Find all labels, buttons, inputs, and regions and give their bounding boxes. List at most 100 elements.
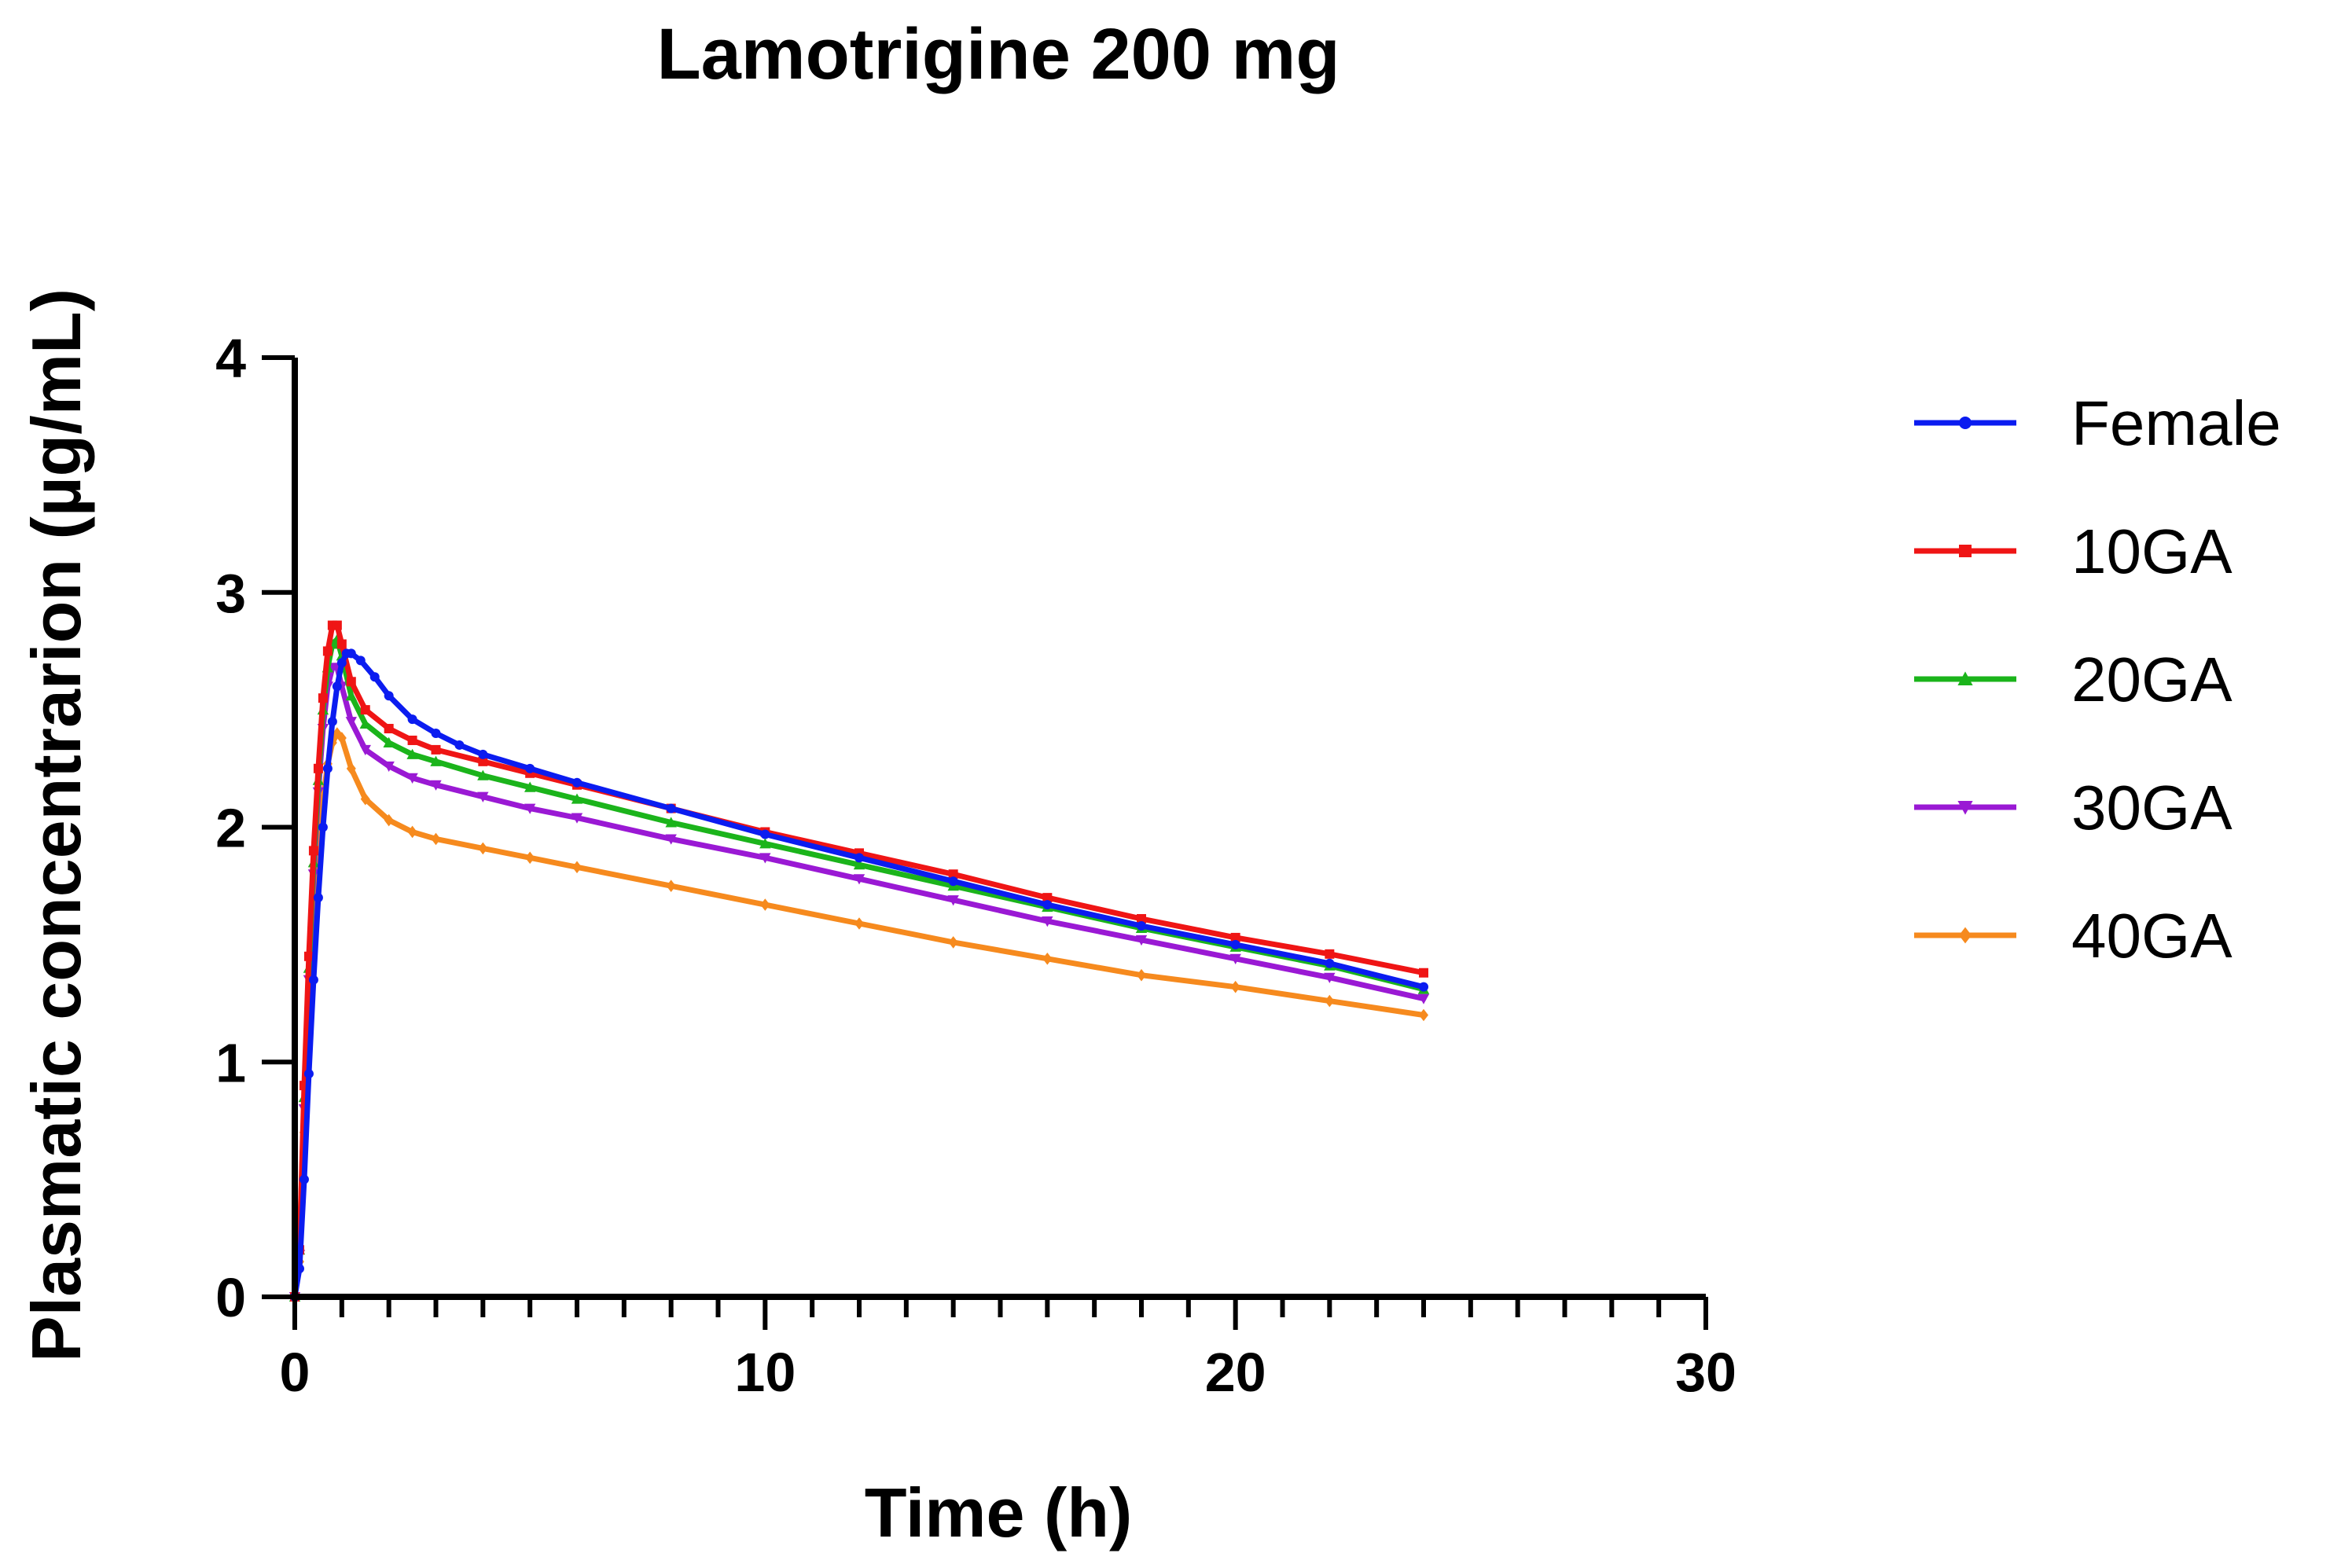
legend-label: 10GA xyxy=(2071,516,2233,586)
data-point-female xyxy=(1042,900,1053,910)
data-point-30ga xyxy=(1042,916,1053,927)
data-point-10ga xyxy=(346,677,356,687)
data-point-30ga xyxy=(665,834,677,845)
data-point-40ga xyxy=(854,917,864,930)
data-point-30ga xyxy=(406,773,418,784)
x-axis-title: Time (h) xyxy=(865,1474,1133,1551)
data-point-40ga xyxy=(1042,953,1053,965)
data-point-10ga xyxy=(431,744,441,755)
data-point-female xyxy=(384,691,394,701)
legend-marker xyxy=(1957,671,1973,685)
data-point-40ga xyxy=(1137,968,1146,982)
data-point-40ga xyxy=(431,832,441,846)
data-point-10ga xyxy=(1325,949,1335,959)
data-point-10ga xyxy=(336,639,347,649)
data-point-female xyxy=(525,763,535,773)
data-point-40ga xyxy=(384,813,394,827)
data-point-female xyxy=(454,740,465,750)
series-line-female xyxy=(292,650,1427,1300)
legend-item-40ga: 40GA xyxy=(1914,901,2233,971)
data-point-female xyxy=(318,822,328,832)
data-point-20ga xyxy=(383,736,395,747)
series-line-40ga xyxy=(292,730,1427,1300)
data-point-female xyxy=(854,853,864,863)
data-point-10ga xyxy=(478,756,488,766)
data-point-40ga xyxy=(948,936,958,949)
data-point-female xyxy=(478,749,488,759)
data-point-40ga xyxy=(572,861,582,874)
x-tick-label: 20 xyxy=(1205,1342,1266,1403)
data-point-20ga xyxy=(406,748,418,759)
data-point-20ga xyxy=(665,817,677,828)
data-point-30ga xyxy=(1417,993,1430,1004)
data-point-female xyxy=(327,717,337,727)
series-line-10ga xyxy=(292,622,1427,1300)
y-axis-ticks: 0 1 2 3 4 xyxy=(215,328,295,1328)
series-30ga xyxy=(288,663,1430,1303)
legend-marker xyxy=(1957,801,1973,815)
data-point-40ga xyxy=(336,732,347,744)
data-point-40ga xyxy=(525,851,535,865)
data-point-female xyxy=(299,1174,309,1184)
data-point-40ga xyxy=(1325,994,1335,1008)
y-tick-label: 4 xyxy=(215,328,246,389)
y-axis-title: Plasmatic concentrarion (µg/mL) xyxy=(17,288,95,1362)
data-point-10ga xyxy=(1230,932,1240,942)
data-point-30ga xyxy=(477,791,489,802)
data-point-female xyxy=(332,681,342,692)
data-point-10ga xyxy=(384,724,394,734)
data-point-10ga xyxy=(303,951,314,961)
y-tick-label: 3 xyxy=(215,563,246,624)
data-point-30ga xyxy=(1135,935,1148,946)
data-point-40ga xyxy=(666,879,676,892)
data-point-30ga xyxy=(359,744,371,756)
legend-marker xyxy=(1959,417,1972,429)
data-point-female xyxy=(407,714,417,725)
data-point-10ga xyxy=(360,705,370,715)
data-point-10ga xyxy=(318,693,328,703)
series-20ga xyxy=(288,633,1430,1302)
data-point-female xyxy=(948,876,958,887)
x-axis-ticks: 0 10 20 30 xyxy=(280,1297,1736,1403)
axes: 0 10 20 30 0 1 2 3 4 xyxy=(215,328,1736,1403)
data-point-female xyxy=(336,658,347,668)
series-line-20ga xyxy=(292,637,1427,1300)
data-point-female xyxy=(303,1069,314,1079)
x-tick-label: 30 xyxy=(1675,1342,1736,1403)
legend-label: 30GA xyxy=(2071,773,2233,843)
data-point-female xyxy=(308,975,318,985)
data-point-30ga xyxy=(759,853,771,864)
data-point-female xyxy=(760,829,770,839)
y-tick-label: 2 xyxy=(215,798,246,859)
data-point-30ga xyxy=(383,761,395,773)
data-point-30ga xyxy=(947,895,959,906)
legend: Female 10GA 20GA 30GA 40GA xyxy=(1914,388,2281,971)
legend-item-female: Female xyxy=(1914,388,2281,458)
data-point-20ga xyxy=(345,690,357,701)
series-40ga xyxy=(290,727,1428,1303)
data-point-40ga xyxy=(360,792,370,806)
legend-item-30ga: 30GA xyxy=(1914,773,2233,843)
data-point-30ga xyxy=(524,803,536,814)
data-point-10ga xyxy=(1419,968,1428,978)
data-point-40ga xyxy=(760,898,770,911)
data-point-40ga xyxy=(1230,980,1240,993)
data-point-female xyxy=(1137,920,1146,931)
data-point-female xyxy=(1325,958,1335,968)
data-point-female xyxy=(1419,982,1428,992)
data-point-40ga xyxy=(407,825,417,839)
data-point-20ga xyxy=(430,755,442,766)
data-point-10ga xyxy=(313,763,323,773)
data-point-female xyxy=(666,803,676,813)
data-point-40ga xyxy=(1419,1008,1428,1022)
data-point-10ga xyxy=(322,646,333,656)
series-female xyxy=(290,648,1428,1302)
data-point-10ga xyxy=(1137,914,1146,924)
series-line-30ga xyxy=(292,664,1427,1300)
data-point-female xyxy=(572,777,582,788)
data-point-female xyxy=(313,893,323,903)
data-point-female xyxy=(431,729,441,738)
data-point-40ga xyxy=(332,727,342,740)
data-point-20ga xyxy=(853,859,865,870)
legend-marker xyxy=(1959,545,1972,557)
